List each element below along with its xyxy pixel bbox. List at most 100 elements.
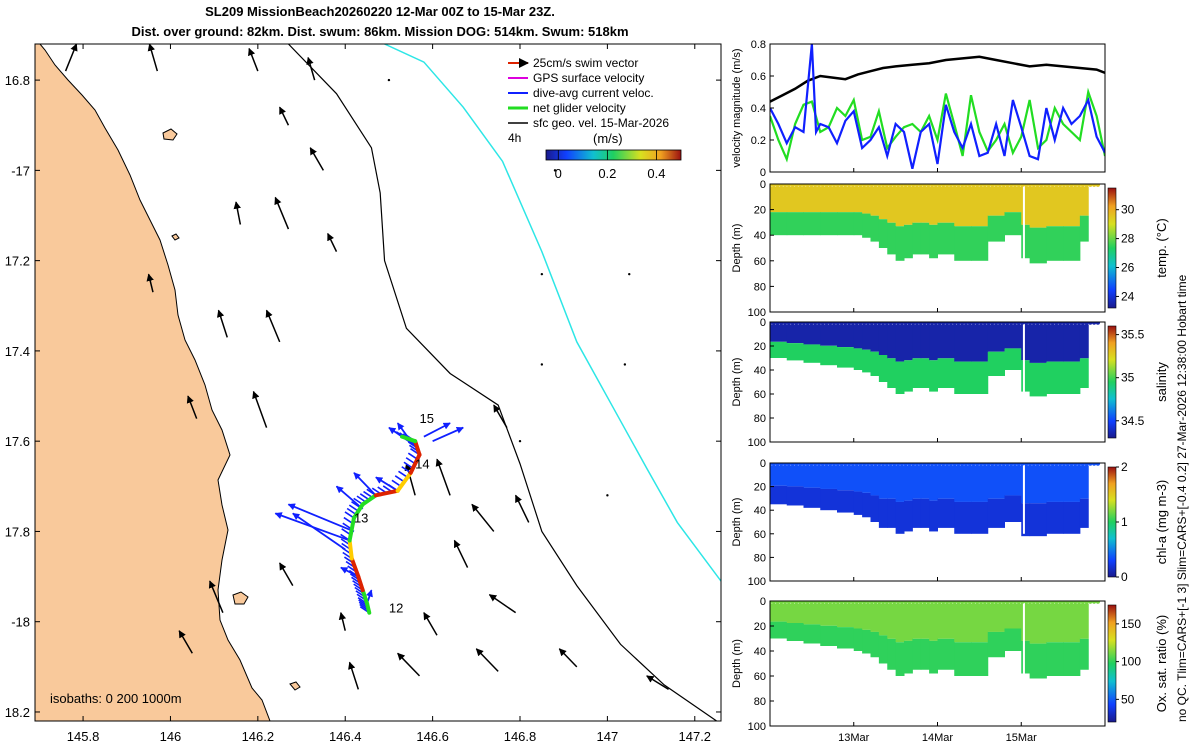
surface-dot [926, 322, 931, 325]
section-cell [853, 348, 863, 370]
surface-dot [831, 184, 837, 187]
surface-dot [1057, 322, 1063, 325]
section-cell [1021, 465, 1031, 504]
velocity-arrow [64, 44, 78, 72]
section-cell [1079, 324, 1089, 359]
surface-dot [960, 463, 965, 466]
section-cell [929, 224, 938, 259]
section-cell [770, 465, 788, 486]
surface-dot [801, 601, 807, 604]
section-cell [1063, 226, 1081, 261]
surface-dot [1001, 322, 1006, 325]
surface-dot [1057, 601, 1063, 604]
surface-dot [790, 463, 795, 466]
section-cell [1046, 603, 1064, 643]
section-cell [820, 603, 838, 626]
surface-dot [941, 601, 946, 604]
surface-dot [948, 322, 954, 325]
section-cell [912, 638, 922, 670]
title-line-2: Dist. over ground: 82km. Dist. swum: 86k… [131, 24, 629, 39]
day-label: 12 [389, 601, 403, 616]
section-colorbar [1107, 187, 1117, 309]
section-cell [870, 603, 880, 632]
section-cell [837, 186, 855, 213]
section-cell [1046, 186, 1064, 227]
surface-dot [1061, 184, 1067, 187]
section-cell [920, 358, 930, 388]
surface-dot [869, 463, 874, 466]
surface-dot [975, 601, 980, 604]
section-cell [837, 347, 855, 368]
surface-dot [911, 601, 916, 604]
velocity-y-tick-label: 0.2 [751, 135, 766, 147]
section-cell [786, 186, 804, 213]
section-cell [912, 324, 922, 359]
section-cell [786, 212, 804, 236]
velocity-arrow [279, 106, 290, 126]
section-colorbar [1107, 325, 1117, 439]
surface-dot [779, 463, 784, 466]
section-cell [837, 212, 855, 236]
surface-dot [820, 184, 825, 187]
surface-dot [1073, 184, 1078, 187]
section-cell [803, 603, 821, 625]
surface-dot [911, 463, 916, 466]
current-vector [423, 422, 451, 438]
surface-dot [952, 601, 957, 604]
surface-dot [877, 601, 882, 604]
section-cell [1004, 495, 1022, 522]
surface-dot [1091, 463, 1097, 466]
section-cell [1021, 503, 1031, 537]
section-cell [1004, 628, 1022, 651]
surface-dot [948, 601, 954, 604]
surface-dot [884, 184, 890, 187]
section-cell [1046, 642, 1064, 676]
section-cell [770, 603, 788, 622]
surface-dot [865, 322, 871, 325]
surface-dot [1084, 463, 1089, 466]
surface-dot [978, 601, 984, 604]
surface-dot [918, 601, 923, 604]
surface-dot [884, 322, 890, 325]
surface-dot [790, 322, 795, 325]
surface-dot [850, 463, 856, 466]
section-body [770, 601, 1101, 679]
velocity-arrow [397, 652, 421, 677]
island [289, 681, 301, 691]
section-cell [971, 226, 989, 261]
velocity-arrow [493, 404, 508, 429]
surface-dot [824, 322, 829, 325]
surface-dot [854, 322, 859, 325]
surface-dot [1009, 463, 1014, 466]
surface-dot [1046, 601, 1052, 604]
surface-dot [993, 463, 999, 466]
surface-dot [926, 184, 931, 187]
surface-dot [1020, 601, 1025, 604]
section-cell [803, 624, 821, 644]
surface-dot [997, 184, 1003, 187]
surface-dot [903, 322, 908, 325]
surface-dot [993, 184, 999, 187]
velocity-line [770, 87, 1105, 163]
section-cell [820, 488, 838, 511]
velocity-panel: 0 0.2 0.4 0.6 0.8 velocity magnitude (m/s) [731, 39, 1106, 179]
surface-dot [1065, 463, 1070, 466]
surface-dot [862, 322, 867, 325]
velocity-arrow [558, 648, 578, 668]
section-cell [1063, 603, 1081, 643]
section-cell [920, 603, 930, 639]
section-cell [1029, 324, 1047, 363]
surface-dot [884, 463, 890, 466]
section-cell [937, 603, 955, 639]
velocity-arrow [252, 390, 268, 428]
surface-dot [903, 463, 908, 466]
surface-dot [1042, 601, 1048, 604]
surface-dot [846, 463, 852, 466]
surface-dot [982, 463, 988, 466]
surface-dot [782, 463, 788, 466]
surface-dot [1031, 184, 1037, 187]
velocity-arrow [279, 562, 294, 586]
section-cell [1004, 324, 1022, 349]
surface-dot [907, 463, 912, 466]
velocity-arrow [186, 395, 198, 419]
